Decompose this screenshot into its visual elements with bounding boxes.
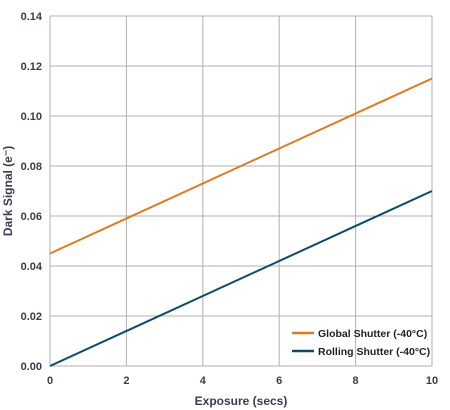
x-tick-label: 6 (276, 375, 282, 387)
y-tick-label: 0.02 (21, 311, 42, 323)
y-tick-label: 0.00 (21, 361, 42, 373)
y-tick-label: 0.14 (21, 11, 43, 23)
legend-label-rolling-shutter: Rolling Shutter (-40°C) (318, 346, 430, 358)
y-tick-label: 0.04 (21, 261, 43, 273)
x-tick-label: 0 (47, 375, 53, 387)
x-tick-label: 2 (123, 375, 129, 387)
x-tick-label: 8 (353, 375, 359, 387)
legend: Global Shutter (-40°C) Rolling Shutter (… (292, 328, 430, 358)
x-axis-title: Exposure (secs) (195, 394, 288, 408)
grid (49, 15, 433, 367)
series-lines (49, 77, 433, 367)
x-tick-label: 10 (426, 375, 438, 387)
series-line-global-shutter (49, 77, 433, 255)
tick-labels: 0 2 4 6 8 10 0.00 0.02 0.04 0.06 0.08 0.10 0.12 0.14 (21, 11, 439, 387)
x-tick-label: 4 (200, 375, 207, 387)
legend-label-global-shutter: Global Shutter (-40°C) (318, 328, 427, 340)
y-tick-label: 0.08 (21, 161, 42, 173)
y-axis-title: Dark Signal (e⁻) (1, 146, 15, 236)
y-tick-label: 0.06 (21, 211, 42, 223)
series-line-rolling-shutter (49, 190, 433, 367)
y-tick-label: 0.12 (21, 61, 42, 73)
y-tick-label: 0.10 (21, 111, 42, 123)
